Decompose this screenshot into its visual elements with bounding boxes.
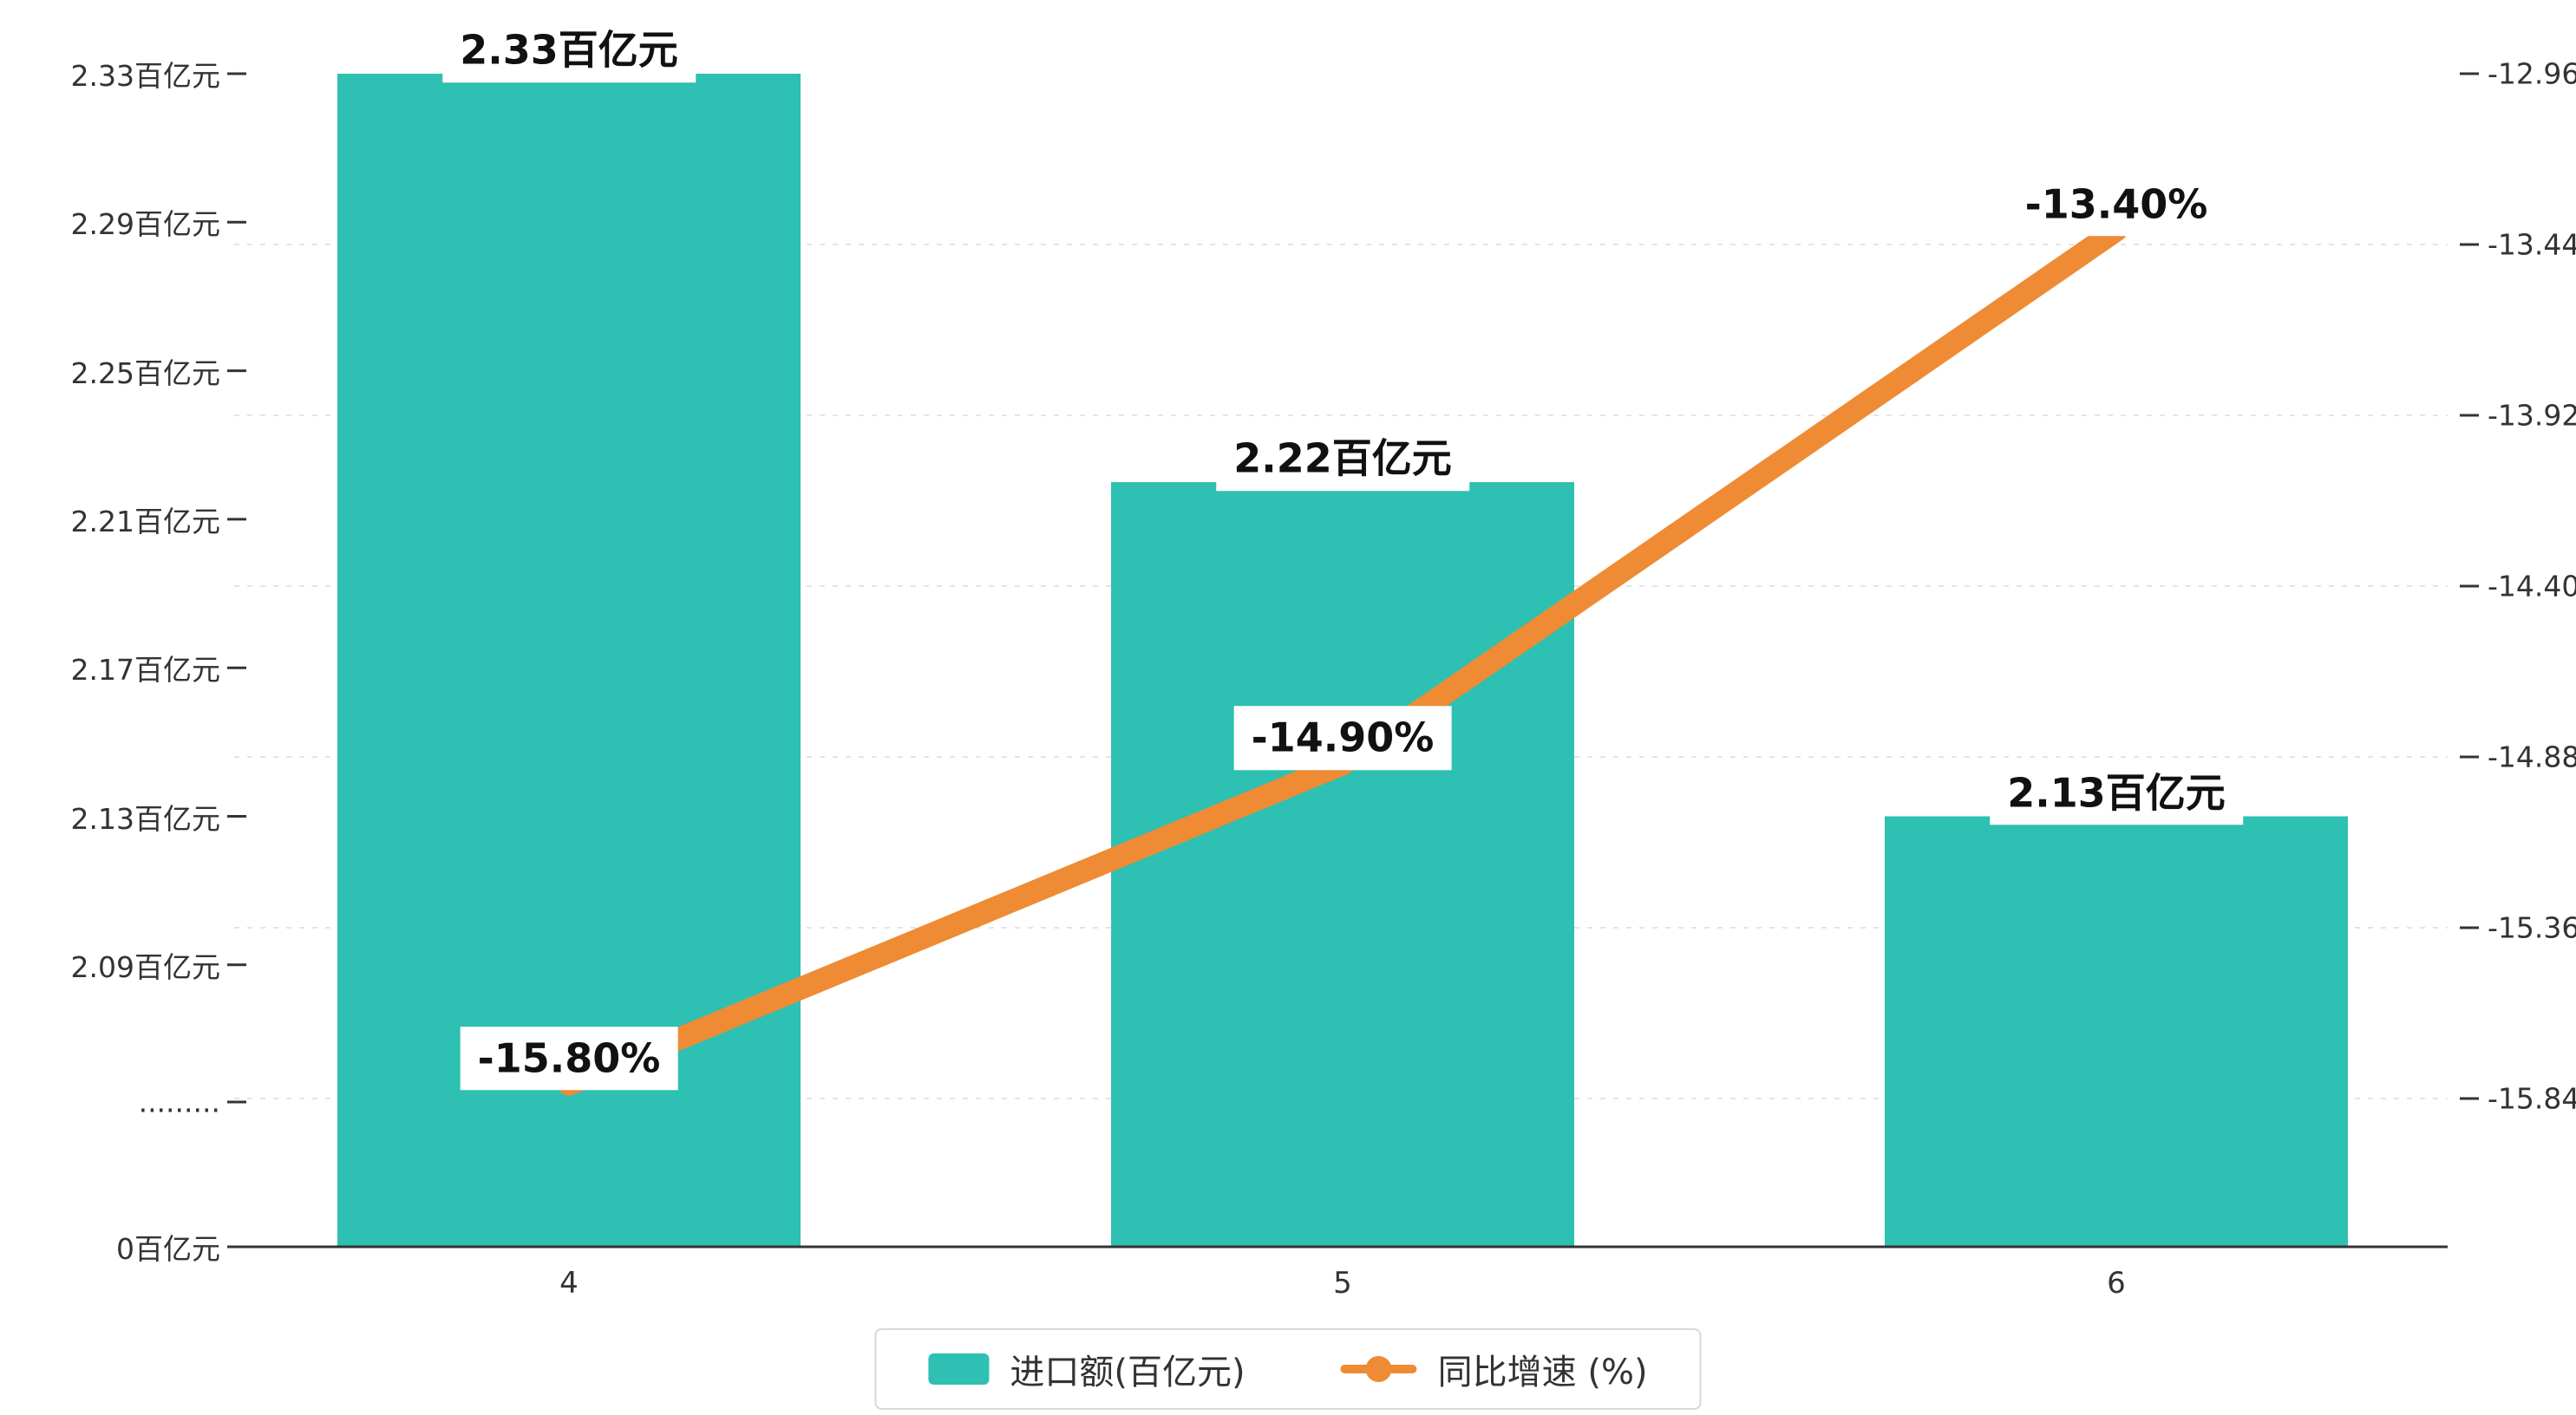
legend-label-imports: 进口额(百亿元) — [1010, 1353, 1246, 1392]
right-axis-tick: -13.44 — [2488, 227, 2576, 262]
x-category-label: 6 — [2107, 1266, 2126, 1301]
bar-value-label: 2.22百亿元 — [1216, 427, 1469, 491]
line-value-label: -14.90% — [1233, 706, 1452, 770]
right-axis-tick: -14.40 — [2488, 569, 2576, 603]
left-axis-tick: 2.13百亿元 — [70, 801, 220, 836]
right-axis-tick: -13.92 — [2488, 398, 2576, 433]
x-category-label: 5 — [1333, 1266, 1352, 1301]
left-axis-tick: 2.25百亿元 — [70, 355, 220, 390]
axis-break-dots: ......... — [138, 1085, 220, 1119]
line-legend-swatch-icon — [1340, 1353, 1417, 1385]
bar-legend-swatch-icon — [928, 1353, 990, 1385]
bar-value-label: 2.13百亿元 — [1990, 760, 2243, 825]
left-axis-tick: 2.21百亿元 — [70, 504, 220, 538]
left-axis-tick: 2.17百亿元 — [70, 653, 220, 688]
x-category-label: 4 — [559, 1266, 579, 1301]
bar-value-label: 2.33百亿元 — [442, 18, 696, 82]
left-axis-tick: 2.09百亿元 — [70, 949, 220, 984]
right-axis-tick: -12.96 — [2488, 56, 2576, 91]
legend-label-growth: 同比增速 (%) — [1437, 1353, 1648, 1392]
legend-item-imports[interactable]: 进口额(百亿元) — [928, 1344, 1246, 1394]
left-axis-tick: 2.33百亿元 — [70, 59, 220, 93]
right-axis-tick: -15.84 — [2488, 1081, 2576, 1116]
legend-item-growth[interactable]: 同比增速 (%) — [1340, 1344, 1648, 1394]
right-axis-tick: -14.88 — [2488, 740, 2576, 774]
legend: 进口额(百亿元) 同比增速 (%) — [874, 1328, 1702, 1410]
bar-6[interactable] — [1885, 816, 2348, 1248]
left-axis-zero: 0百亿元 — [116, 1232, 220, 1266]
right-axis-tick: -15.36 — [2488, 910, 2576, 945]
left-axis-tick: 2.29百亿元 — [70, 207, 220, 242]
line-value-label: -15.80% — [460, 1026, 678, 1091]
bar-5[interactable] — [1111, 482, 1574, 1247]
line-value-label: -13.40% — [2007, 172, 2226, 237]
